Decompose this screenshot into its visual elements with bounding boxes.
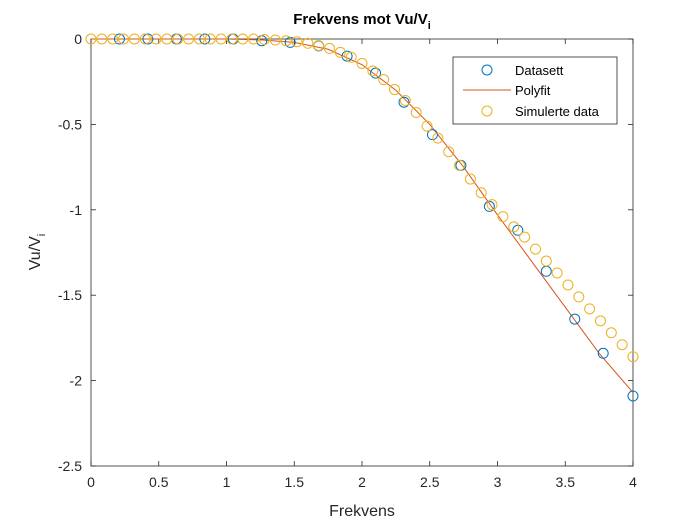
simulerte-data-point — [486, 199, 498, 211]
x-tick-label: 4 — [629, 474, 637, 490]
y-tick-labels: 0 -0.5 -1 -1.5 -2 -2.5 — [58, 31, 82, 474]
simulerte-data-point — [313, 39, 325, 51]
simulerte-data-point — [443, 146, 455, 158]
simulerte-data-point — [367, 65, 379, 77]
datasett-point — [142, 33, 154, 45]
simulerte-data-point — [280, 35, 292, 47]
simulerte-data-point — [399, 94, 411, 106]
y-tick-label: -1.5 — [58, 287, 82, 303]
simulerte-data-point — [248, 33, 260, 45]
legend-label-datasett: Datasett — [515, 63, 564, 78]
simulerte-data-point — [237, 33, 249, 45]
simulerte-data-point — [540, 255, 552, 267]
datasett-point — [426, 129, 438, 141]
legend-marker-simulerte-data — [481, 105, 493, 117]
datasett-point — [569, 313, 581, 325]
y-tick-label: 0 — [74, 31, 82, 47]
y-axis-label-subscript: i — [36, 234, 48, 236]
datasett-point — [597, 347, 609, 359]
x-tick-label: 1.5 — [285, 474, 305, 490]
simulerte-data-point — [345, 51, 357, 63]
simulerte-data-point — [226, 33, 238, 45]
simulerte-data-point — [454, 159, 466, 171]
simulerte-data-point — [107, 33, 119, 45]
x-tick-label: 3.5 — [556, 474, 576, 490]
simulerte-data-point — [302, 37, 314, 49]
simulerte-data-point — [172, 33, 184, 45]
legend-marker-datasett — [481, 64, 493, 76]
simulerte-data-point — [139, 33, 151, 45]
simulerte-data-point — [605, 327, 617, 339]
simulerte-data-point — [616, 339, 628, 351]
legend-label-polyfit: Polyfit — [515, 83, 551, 98]
simulerte-data-point — [378, 74, 390, 86]
simulerte-data-point — [573, 291, 585, 303]
simulerte-data-point — [529, 243, 541, 255]
simulerte-data-point — [497, 211, 509, 223]
simulerte-data-point — [562, 279, 574, 291]
x-axis-label: Frekvens — [329, 503, 395, 520]
simulerte-data-point — [258, 34, 270, 46]
simulerte-data-point — [85, 33, 97, 45]
simulerte-data-point — [594, 315, 606, 327]
datasett-point — [370, 67, 382, 79]
simulerte-data-point — [323, 42, 335, 54]
simulerte-data-point — [432, 132, 444, 144]
datasett-point — [483, 200, 495, 212]
legend-label-simulerte-data: Simulerte data — [515, 104, 600, 119]
simulerte-data-point — [161, 33, 173, 45]
y-tick-label: -2 — [70, 373, 83, 389]
simulerte-data-point — [464, 173, 476, 185]
simulerte-data-point — [627, 351, 639, 363]
simulerte-data-point — [551, 267, 563, 279]
simulerte-data-point — [389, 84, 401, 96]
simulerte-data-point — [475, 187, 487, 199]
simulerte-data-point — [193, 33, 205, 45]
simulerte-data-point — [584, 303, 596, 315]
simulerte-data-point — [118, 33, 130, 45]
y-tick-label: -1 — [70, 202, 83, 218]
tick-marks — [90, 38, 634, 467]
chart-title-main: Frekvens mot Vu/V — [293, 11, 428, 28]
y-tick-label: -0.5 — [58, 116, 82, 132]
chart-title: Frekvens mot Vu/Vi — [293, 11, 431, 32]
datasett-point — [627, 390, 639, 402]
x-tick-label: 2 — [358, 474, 366, 490]
x-tick-label: 2.5 — [420, 474, 440, 490]
simulerte-data-point — [410, 106, 422, 118]
simulerte-data-point — [291, 36, 303, 48]
simulerte-data-point — [183, 33, 195, 45]
simulerte-data-point — [519, 231, 531, 243]
datasett-point — [113, 33, 125, 45]
chart-title-subscript: i — [428, 20, 431, 32]
simulerte-data-point — [150, 33, 162, 45]
x-tick-label: 1 — [223, 474, 231, 490]
simulerte-data-point — [334, 46, 346, 58]
simulerte-data-point — [128, 33, 140, 45]
y-tick-label: -2.5 — [58, 458, 82, 474]
x-tick-label: 0 — [87, 474, 95, 490]
simulerte-data-point — [508, 221, 520, 233]
datasett-point — [512, 224, 524, 236]
x-tick-labels: 0 0.5 1 1.5 2 2.5 3 3.5 4 — [87, 474, 637, 490]
legend: Datasett Polyfit Simulerte data — [452, 56, 618, 125]
simulerte-data-point — [204, 33, 216, 45]
simulerte-data-point — [356, 57, 368, 69]
datasett-point — [199, 33, 211, 45]
simulerte-data-point — [269, 34, 281, 46]
x-tick-label: 3 — [494, 474, 502, 490]
datasett-point — [398, 96, 410, 108]
datasett-point — [341, 50, 353, 62]
simulerte-data-point — [96, 33, 108, 45]
simulerte-data-point — [421, 120, 433, 132]
x-tick-label: 0.5 — [149, 474, 169, 490]
series-simulerte-data — [85, 33, 639, 363]
simulerte-data-point — [215, 33, 227, 45]
y-axis-label-main: Vu/V — [27, 236, 44, 270]
y-axis-label: Vu/Vi — [27, 234, 48, 271]
